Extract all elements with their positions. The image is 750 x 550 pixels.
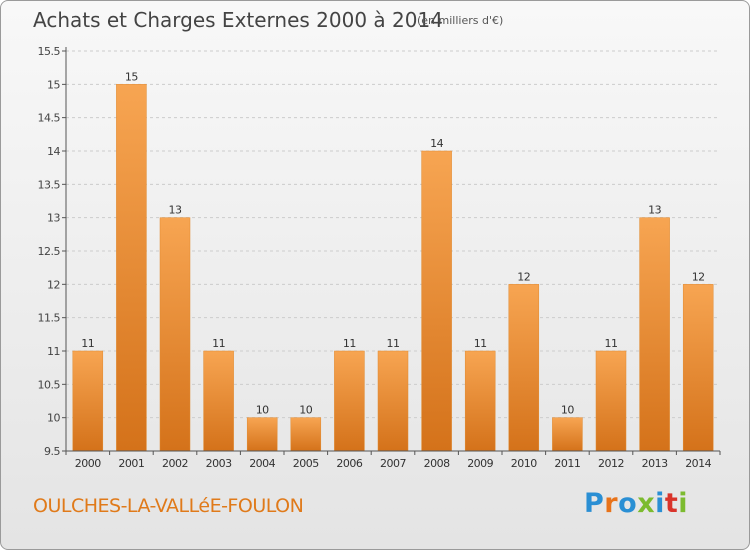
y-tick-label: 11 [47,345,60,358]
proxiti-logo[interactable]: Proxiti [584,488,688,519]
data-label: 12 [517,270,530,283]
data-label: 11 [605,337,618,350]
data-label: 11 [387,337,400,350]
bar-2012 [595,350,627,452]
data-label: 10 [256,404,269,417]
bars [72,84,714,452]
bar-2005 [290,417,322,452]
data-label: 10 [299,404,312,417]
y-tick-label: 10.5 [38,378,61,391]
x-tick-label: 2014 [685,457,711,470]
bar-2008 [421,150,452,452]
brand-letter: i [678,488,689,519]
data-label: 11 [212,337,225,350]
chart-subtitle: (en milliers d'€) [417,14,504,27]
bar-2013 [639,217,670,452]
bar-2011 [552,417,583,452]
y-tick-label: 13 [47,212,60,225]
y-tick-label: 15.5 [38,45,61,58]
x-tick-label: 2009 [467,457,493,470]
brand-letter: P [584,488,605,519]
data-label: 11 [474,337,487,350]
x-tick-label: 2006 [336,457,362,470]
x-tick-label: 2011 [554,457,580,470]
x-tick-label: 2004 [249,457,275,470]
x-tick-label: 2003 [206,457,232,470]
x-tick-label: 2000 [75,457,101,470]
y-tick-label: 13.5 [38,178,61,191]
y-tick-label: 11.5 [38,312,61,325]
x-tick-label: 2012 [598,457,624,470]
data-label: 15 [125,70,138,83]
commune-name: OULCHES-LA-VALLéE-FOULON [33,495,304,517]
bar-2006 [334,350,365,452]
bar-2001 [116,84,147,452]
data-label: 11 [343,337,356,350]
y-tick-label: 10 [47,412,60,425]
bar-2004 [246,417,278,452]
brand-letter: r [604,488,619,519]
y-tick-label: 14.5 [38,112,61,125]
brand-letter: i [655,488,665,519]
data-label: 10 [561,404,574,417]
bar-2009 [464,350,496,452]
bar-2007 [377,350,409,452]
axes: 9.5 10 10.5 11 11.5 12 12.5 13 13.5 14 14.5 15 15.5 2… [38,45,721,470]
bar-2000 [72,350,104,452]
data-label: 14 [430,137,443,150]
x-tick-label: 2008 [424,457,450,470]
x-tick-label: 2001 [118,457,144,470]
bar-2002 [159,217,191,452]
bar-2014 [682,284,714,452]
x-tick-label: 2007 [380,457,406,470]
brand-letter: t [664,488,679,519]
data-label: 11 [81,337,94,350]
bar-2010 [508,284,540,452]
data-label: 13 [169,204,182,217]
x-tick-label: 2005 [293,457,319,470]
data-labels: 11 15 13 11 10 10 11 11 14 11 12 10 11 13 12 [81,70,705,417]
data-label: 12 [692,270,705,283]
bar-2003 [203,350,234,452]
y-tick-label: 15 [47,78,60,91]
y-tick-label: 9.5 [44,445,60,458]
x-tick-label: 2013 [642,457,668,470]
chart-title: Achats et Charges Externes 2000 à 2014 [33,8,443,32]
brand-letter: o [618,488,638,519]
x-tick-label: 2002 [162,457,188,470]
y-tick-label: 14 [47,145,60,158]
y-tick-label: 12.5 [38,245,61,258]
data-label: 13 [648,204,661,217]
x-tick-label: 2010 [511,457,537,470]
y-tick-label: 12 [47,278,60,291]
brand-letter: x [637,488,656,519]
